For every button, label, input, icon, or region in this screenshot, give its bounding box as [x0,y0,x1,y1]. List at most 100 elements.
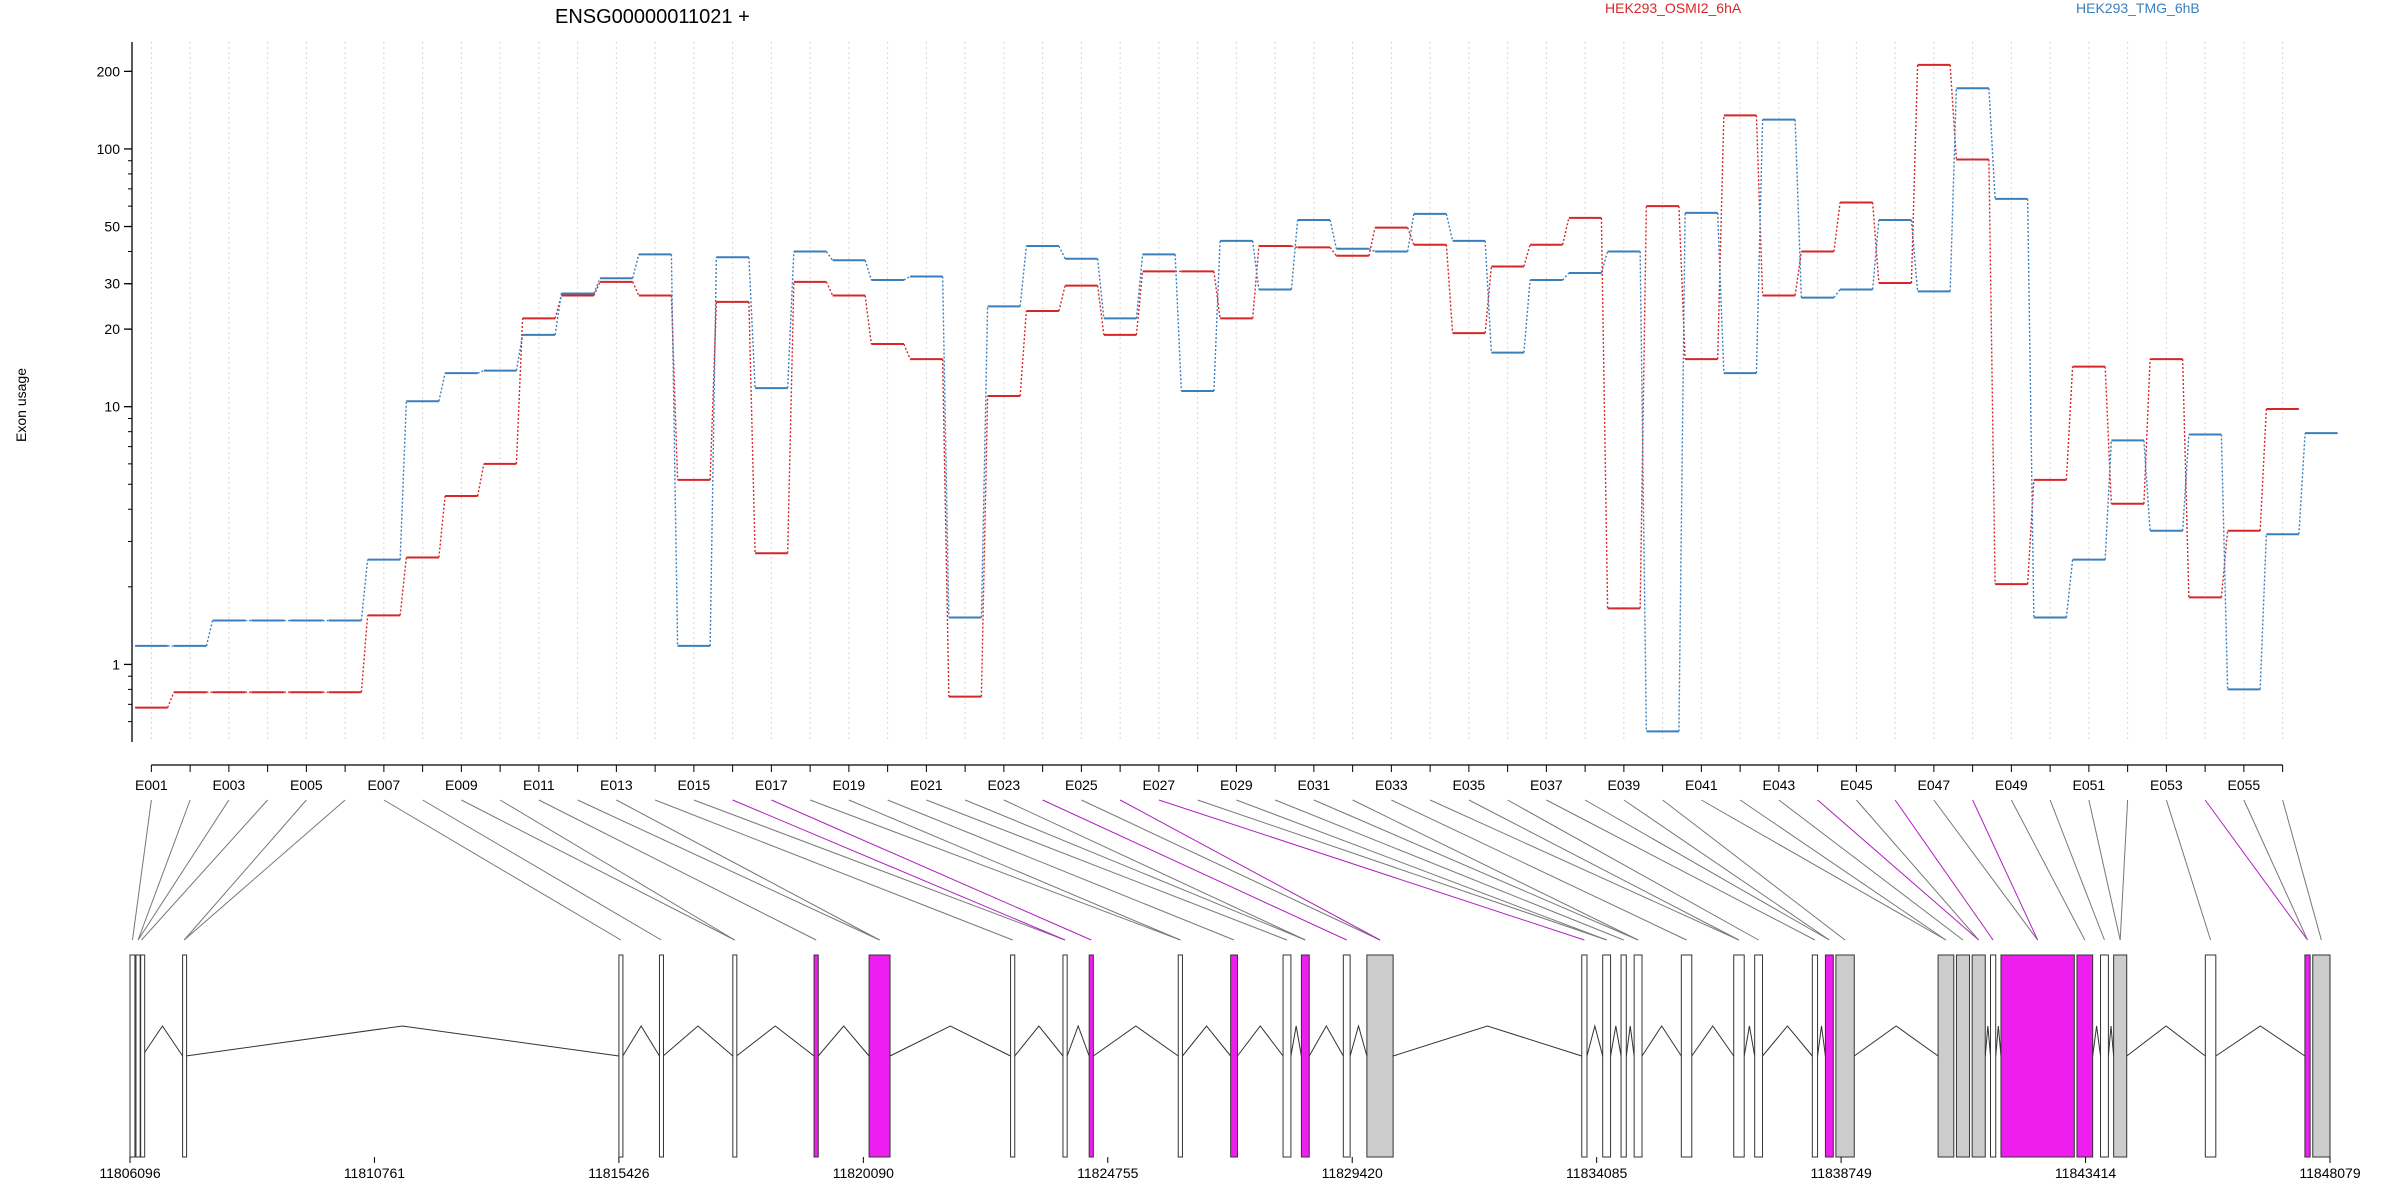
series-connector [554,293,563,335]
genomic-tick-label: 11848079 [2299,1165,2360,1181]
series-connector [903,343,911,360]
exon-block [1733,954,1745,1158]
series-connector [786,281,795,554]
genomic-tick-label: 11815426 [588,1165,649,1181]
exon-block [1633,954,1643,1158]
exon-tick-label: E037 [1530,777,1563,793]
exon-tick-label: E039 [1608,777,1641,793]
connector-line [732,799,1066,941]
exon-block [2304,954,2311,1158]
exon-block [1342,954,1351,1158]
connector-line [1119,799,1381,941]
intron-line [1392,1025,1582,1057]
series-connector [1833,202,1841,252]
exon-tick-label: E009 [445,777,478,793]
connector-line [1158,799,1585,941]
exon-tick-label: E003 [213,777,246,793]
connector-line [964,799,1306,941]
series-connector [438,495,446,558]
series-connector [1213,240,1221,392]
exon-block [1955,954,1971,1158]
intron-line [817,1025,870,1057]
intron-line [1762,1025,1813,1057]
exon-tick-label: E055 [2228,777,2261,793]
series-connector [2259,408,2268,531]
exon-block [1835,954,1855,1158]
genomic-coordinate-axis: 11806096 11810761 11815426 11820090 11824755… [99,1157,2361,1181]
y-tick-label: 50 [104,219,120,235]
series-connector [593,281,601,296]
series-connector [2104,440,2113,560]
series-connector [825,281,834,296]
series-connector [864,260,873,281]
exon-tick-label: E051 [2073,777,2106,793]
series-connector [1329,219,1338,249]
genomic-tick-label: 11834085 [1566,1165,1627,1181]
exon-block [2204,954,2217,1158]
series-connector [748,257,756,389]
genomic-tick-label: 11806096 [99,1165,160,1181]
series-connector [477,369,485,374]
series-connector [167,691,175,708]
series-connector [2065,559,2074,618]
exon-tick-label: E045 [1840,777,1873,793]
genomic-tick-label: 11824755 [1077,1165,1138,1181]
series-connector [709,301,718,480]
exon-block [1680,954,1693,1158]
exon-block [1088,954,1094,1158]
connector-line [2010,799,2086,941]
series-connector [1523,279,1531,353]
connector-line [1507,799,1759,941]
exon-tick-label: E033 [1375,777,1408,793]
intron-line [1093,1025,1179,1057]
series-connector [593,277,601,294]
series-connector [1639,206,1648,609]
series-connector [1716,212,1725,374]
intron-line [1984,1025,1991,1057]
exon-block [658,954,664,1158]
intron-line [889,1025,1011,1057]
series-connector [1368,227,1376,256]
intron-line [1610,1025,1622,1057]
series-connector [631,254,640,279]
exon-block [1230,954,1238,1158]
series-connector [670,254,679,646]
connector-line [2243,799,2308,941]
exon-tick-label: E017 [755,777,788,793]
y-axis-label: Exon usage [13,368,29,442]
y-axis: 1 10 20 30 50 100 200 [97,42,133,742]
series-connector [786,251,795,389]
intron-line [2215,1025,2306,1057]
exon-block [1177,954,1183,1158]
series-connector [941,276,950,618]
connector-line [461,799,735,941]
intron-line [1641,1025,1682,1057]
series-connector [1058,285,1066,312]
series-connector [360,615,369,693]
exon-block [732,954,738,1158]
exon-tick-label: E021 [910,777,943,793]
intron-line [1237,1025,1284,1057]
connector-line [616,799,880,941]
connector-line [926,799,1288,941]
connector-line [1662,799,1846,941]
exon-block [618,954,624,1158]
connector-line [1817,799,1980,941]
exon-tick-label: E005 [290,777,323,793]
exon-tick-label: E015 [678,777,711,793]
series-connector [864,295,873,345]
series-connector [1561,217,1570,245]
genomic-tick-label: 11820090 [833,1165,894,1181]
series-connector [1833,289,1841,299]
connector-line [1778,799,1964,941]
chart-title: ENSG00000011021 + [555,6,750,28]
exon-tick-label: E023 [988,777,1021,793]
series-connector [1445,244,1454,334]
connector-line [538,799,817,941]
exon-tick-label: E011 [523,777,555,793]
intron-line [622,1025,660,1057]
connector-line [1197,799,1607,941]
vertical-grid [150,42,2284,742]
connector-line [654,799,1013,941]
series-connector [1988,88,1996,199]
